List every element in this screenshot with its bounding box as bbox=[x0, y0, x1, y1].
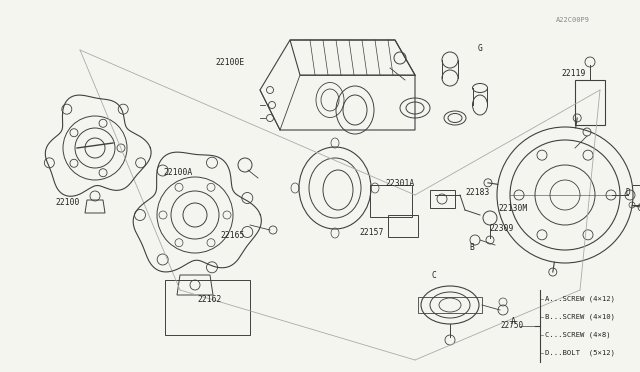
Text: 22162: 22162 bbox=[198, 295, 222, 305]
Text: 22309: 22309 bbox=[490, 224, 514, 232]
Text: 22157: 22157 bbox=[360, 228, 384, 237]
Bar bbox=[388, 215, 418, 237]
Text: 22100E: 22100E bbox=[216, 58, 244, 67]
Text: A22C00P9: A22C00P9 bbox=[556, 17, 590, 23]
Text: B...SCREW (4×10): B...SCREW (4×10) bbox=[545, 314, 615, 320]
Text: A: A bbox=[511, 317, 515, 327]
Text: 22130M: 22130M bbox=[499, 203, 527, 212]
Text: 22165: 22165 bbox=[221, 231, 245, 240]
Text: D...BOLT  (5×12): D...BOLT (5×12) bbox=[545, 350, 615, 356]
Text: B: B bbox=[470, 244, 474, 253]
Text: 22750: 22750 bbox=[500, 321, 524, 330]
Text: 22119: 22119 bbox=[562, 68, 586, 77]
Text: C: C bbox=[431, 270, 436, 279]
Bar bbox=[430, 190, 455, 208]
Bar bbox=[575, 80, 605, 125]
Bar bbox=[418, 297, 482, 313]
Bar bbox=[165, 280, 250, 335]
Text: 22100: 22100 bbox=[56, 198, 80, 206]
Text: 22301A: 22301A bbox=[385, 179, 415, 187]
Bar bbox=[370, 185, 412, 217]
Text: 22183: 22183 bbox=[466, 187, 490, 196]
Text: G: G bbox=[477, 44, 483, 52]
Text: A...SCREW (4×12): A...SCREW (4×12) bbox=[545, 296, 615, 302]
Text: 22100A: 22100A bbox=[163, 167, 193, 176]
Text: D: D bbox=[625, 187, 630, 196]
Text: C...SCREW (4×8): C...SCREW (4×8) bbox=[545, 332, 611, 338]
